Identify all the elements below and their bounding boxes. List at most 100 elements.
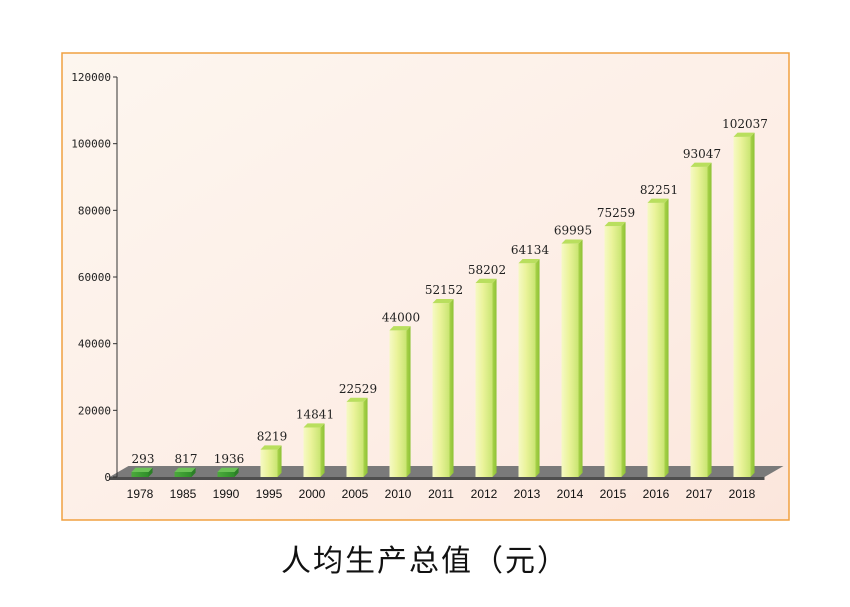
floor-edge — [109, 477, 765, 480]
y-tick-label: 100000 — [71, 138, 111, 151]
bar — [260, 445, 282, 477]
y-tick-label: 20000 — [78, 404, 111, 417]
bar-front — [432, 303, 450, 477]
data-label: 293 — [132, 452, 155, 466]
bar-front — [561, 243, 579, 477]
bar-top — [217, 467, 239, 472]
bar-side — [406, 326, 411, 477]
bar — [389, 326, 411, 477]
bar-side — [320, 423, 325, 477]
x-tick-label: 1978 — [127, 487, 154, 501]
x-tick-label: 2010 — [385, 487, 412, 501]
bar-front — [604, 226, 622, 477]
bar — [303, 423, 325, 477]
x-tick-label: 2016 — [643, 487, 670, 501]
bar-side — [578, 239, 583, 477]
data-label: 58202 — [468, 263, 506, 277]
bar-top — [647, 198, 669, 203]
y-tick-label: 60000 — [78, 271, 111, 284]
bar — [690, 162, 712, 478]
bar — [346, 397, 368, 477]
bar-front — [131, 472, 149, 477]
data-label: 75259 — [597, 206, 635, 220]
bar-side — [621, 221, 626, 477]
data-label: 14841 — [296, 408, 334, 422]
bar — [475, 278, 497, 477]
bar-top — [690, 162, 712, 167]
x-tick-label: 1985 — [170, 487, 197, 501]
bar-top — [260, 445, 282, 450]
bar-top — [604, 221, 626, 227]
bar — [174, 467, 196, 477]
x-tick-label: 2000 — [299, 487, 326, 501]
bar-front — [174, 472, 192, 477]
bar-front — [518, 263, 536, 477]
bar — [131, 467, 153, 477]
bar-side — [707, 162, 712, 478]
bar-top — [561, 239, 583, 244]
data-label: 817 — [175, 452, 198, 466]
bar-side — [535, 259, 540, 477]
bar-top — [475, 278, 497, 283]
bar-side — [363, 397, 368, 477]
x-tick-label: 2012 — [471, 487, 498, 501]
bar — [604, 221, 626, 477]
bar — [733, 132, 755, 478]
y-tick-label: 0 — [104, 471, 111, 484]
y-tick-label: 80000 — [78, 204, 111, 217]
bar-side — [148, 467, 153, 477]
x-tick-label: 2005 — [342, 487, 369, 501]
bar — [647, 198, 669, 477]
data-label: 52152 — [425, 283, 463, 297]
bar-front — [690, 166, 708, 478]
bar-front — [389, 330, 407, 477]
bar-side — [191, 467, 196, 477]
x-tick-label: 2017 — [686, 487, 713, 501]
data-label: 82251 — [640, 183, 678, 197]
bar-front — [303, 427, 321, 477]
bar-top — [733, 132, 755, 137]
data-label: 22529 — [339, 382, 377, 396]
bar-top — [518, 259, 540, 264]
bar-front — [260, 449, 278, 477]
data-label: 64134 — [511, 243, 550, 257]
x-tick-label: 1990 — [213, 487, 240, 501]
bar-top — [174, 467, 196, 472]
data-label: 8219 — [257, 430, 288, 444]
bar-front — [733, 136, 751, 478]
bar-top — [131, 467, 153, 472]
bar-top — [432, 298, 454, 304]
bar-front — [217, 472, 235, 477]
bar-top — [346, 397, 368, 402]
x-tick-label: 1995 — [256, 487, 283, 501]
data-label: 69995 — [554, 224, 592, 238]
bar — [217, 467, 239, 477]
bar-top — [303, 423, 325, 428]
bar-side — [750, 132, 755, 477]
bar-front — [346, 401, 364, 477]
x-tick-label: 2014 — [557, 487, 584, 501]
y-tick-label: 120000 — [71, 71, 111, 84]
bar — [518, 259, 540, 477]
x-tick-label: 2018 — [729, 487, 756, 501]
chart-title: 人均生产总值（元） — [281, 544, 569, 579]
bar — [561, 239, 583, 477]
bar-front — [475, 282, 493, 477]
bar-side — [277, 445, 282, 477]
y-tick-label: 40000 — [78, 338, 111, 351]
bar-front — [647, 202, 665, 477]
x-tick-label: 2011 — [428, 487, 454, 501]
bar-top — [389, 326, 411, 331]
bar — [432, 298, 454, 477]
data-label: 93047 — [683, 147, 721, 161]
data-label: 1936 — [214, 452, 245, 466]
x-tick-label: 2013 — [514, 487, 541, 501]
bar-side — [234, 467, 239, 477]
bar-side — [664, 198, 669, 477]
data-label: 44000 — [382, 310, 420, 324]
x-tick-label: 2015 — [600, 487, 627, 501]
bar-side — [449, 298, 454, 477]
data-label: 102037 — [722, 117, 768, 131]
bar-side — [492, 278, 497, 477]
